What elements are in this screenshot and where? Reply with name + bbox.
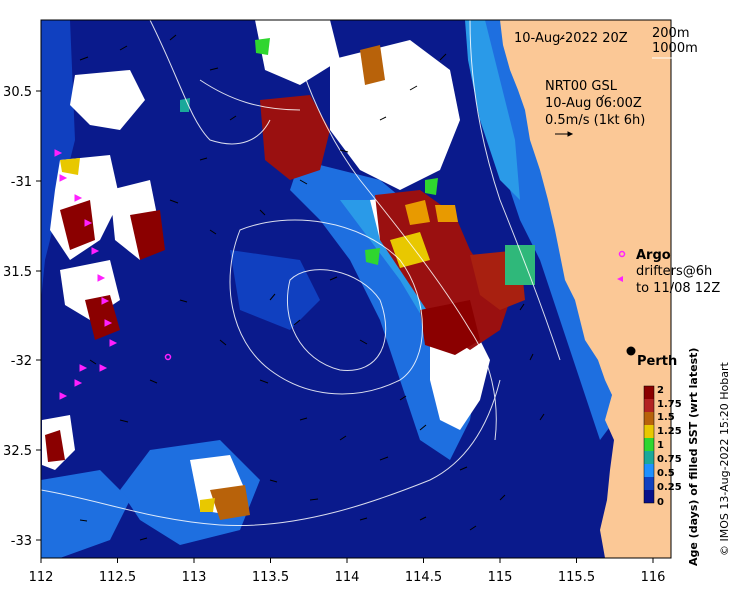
colorbar-swatch [644, 399, 654, 412]
bathymetry-contours [41, 20, 561, 527]
drifter-markers [54, 149, 172, 400]
colorbar-tick-label: 0 [657, 497, 664, 508]
contour-legend-200m: 200m [652, 26, 689, 41]
y-tick-marks [36, 90, 41, 541]
colorbar-swatch [644, 464, 654, 477]
x-tick-label: 112 [29, 570, 54, 585]
y-tick-label: 32.5 [3, 444, 32, 459]
argo-legend-icon [618, 250, 626, 258]
current-time-label: 10-Aug 06:00Z [545, 96, 642, 111]
x-tick-label: 115 [488, 570, 513, 585]
y-tick-label: 31.5 [3, 265, 32, 280]
x-tick-label: 114 [335, 570, 360, 585]
colorbar-frame [643, 385, 655, 504]
y-axis-labels: 30.5 -31 31.5 -32 32.5 -33 [3, 85, 32, 549]
colorbar-swatch [644, 477, 654, 490]
map-plot-area [41, 20, 671, 558]
y-tick-label: -33 [11, 534, 32, 549]
perth-label: Perth [637, 354, 677, 369]
contour-legend-1000m: 1000m [652, 41, 698, 56]
colorbar: 2 1.75 1.5 1.25 1 0.75 0.5 0.25 0 [643, 385, 682, 508]
y-tick-label: -32 [11, 354, 32, 369]
imos-credit: © IMOS 13-Aug-2022 15:20 Hobart [718, 362, 731, 556]
x-axis-labels: 112 112.5 113 113.5 114 114.5 115 115.5 … [29, 570, 666, 585]
colorbar-tick-label: 1 [657, 440, 664, 451]
plot-frame [40, 19, 672, 559]
current-scale-label: 0.5m/s (1kt 6h) [545, 113, 645, 128]
y-tick-label: 30.5 [3, 85, 32, 100]
colorbar-swatch [644, 451, 654, 464]
colorbar-tick-label: 0.25 [657, 482, 682, 493]
colorbar-tick-label: 1.25 [657, 426, 682, 437]
colorbar-swatch [644, 412, 654, 425]
x-tick-label: 112.5 [99, 570, 136, 585]
perth-city-marker [626, 346, 636, 356]
colorbar-swatch [644, 425, 654, 438]
x-tick-label: 113.5 [252, 570, 289, 585]
colorbar-tick-label: 1.5 [657, 412, 675, 423]
current-source-label: NRT00 GSL [545, 79, 618, 94]
colorbar-tick-label: 0.5 [657, 468, 675, 479]
x-tick-marks [40, 558, 654, 563]
y-tick-label: -31 [11, 175, 32, 190]
current-arrows [79, 34, 605, 541]
map-date-label: 10-Aug-2022 20Z [514, 31, 628, 46]
colorbar-tick-label: 1.75 [657, 399, 682, 410]
x-tick-label: 116 [641, 570, 666, 585]
land-western-australia [500, 20, 671, 558]
x-tick-label: 115.5 [558, 570, 595, 585]
colorbar-tick-label: 2 [657, 385, 664, 396]
sst-age-shading [41, 20, 615, 558]
colorbar-tick-label: 0.75 [657, 454, 682, 465]
current-scale-arrow-icon [555, 131, 574, 137]
drifters-label-line2: to 11/08 12Z [636, 281, 720, 296]
colorbar-swatch [644, 490, 654, 503]
colorbar-swatch [644, 438, 654, 451]
x-tick-label: 114.5 [405, 570, 442, 585]
x-tick-label: 113 [182, 570, 207, 585]
argo-label: Argo [636, 248, 671, 263]
colorbar-title: Age (days) of filled SST (wrt latest) [687, 348, 700, 566]
drifter-legend-icon [617, 276, 623, 282]
drifters-label-line1: drifters@6h [636, 264, 712, 279]
colorbar-swatch [644, 386, 654, 399]
